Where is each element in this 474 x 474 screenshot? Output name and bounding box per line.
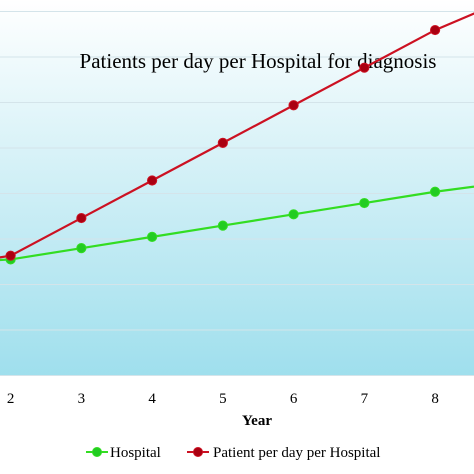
data-point: [217, 137, 228, 148]
legend-item-patient-per-day: Patient per day per Hospital: [187, 445, 380, 461]
legend: Hospital Patient per day per Hospital: [86, 445, 380, 461]
data-point: [359, 62, 370, 73]
x-tick-label: 6: [290, 391, 298, 407]
legend-label-patient-per-day: Patient per day per Hospital: [213, 445, 380, 461]
x-tick-label: 7: [361, 391, 369, 407]
data-point: [217, 220, 228, 231]
data-point: [76, 212, 87, 224]
data-point: [288, 209, 299, 220]
x-tick-label: 5: [219, 391, 227, 407]
data-point: [5, 250, 16, 261]
gridlines: [0, 11, 474, 376]
x-axis-ticks: 2 3 4 5 6 7 8: [7, 391, 439, 407]
x-tick-label: 8: [431, 391, 439, 407]
x-axis-label: Year: [242, 413, 272, 429]
legend-swatch-marker-hospital: [92, 447, 102, 457]
legend-label-hospital: Hospital: [110, 445, 161, 461]
data-point: [429, 186, 441, 197]
x-tick-label: 4: [148, 391, 156, 407]
data-point: [359, 197, 370, 209]
data-point: [288, 100, 299, 111]
data-point: [429, 24, 441, 36]
series-layer: [0, 12, 474, 265]
chart-title: Patients per day per Hospital for diagno…: [80, 49, 437, 73]
x-tick-label: 3: [78, 391, 86, 407]
legend-item-hospital: Hospital: [86, 445, 161, 461]
x-tick-label: 2: [7, 391, 15, 407]
data-point: [147, 231, 158, 242]
plot-background: [0, 0, 474, 376]
data-point: [76, 243, 87, 254]
legend-swatch-marker-patient-per-day: [193, 447, 203, 457]
data-point: [147, 175, 158, 186]
